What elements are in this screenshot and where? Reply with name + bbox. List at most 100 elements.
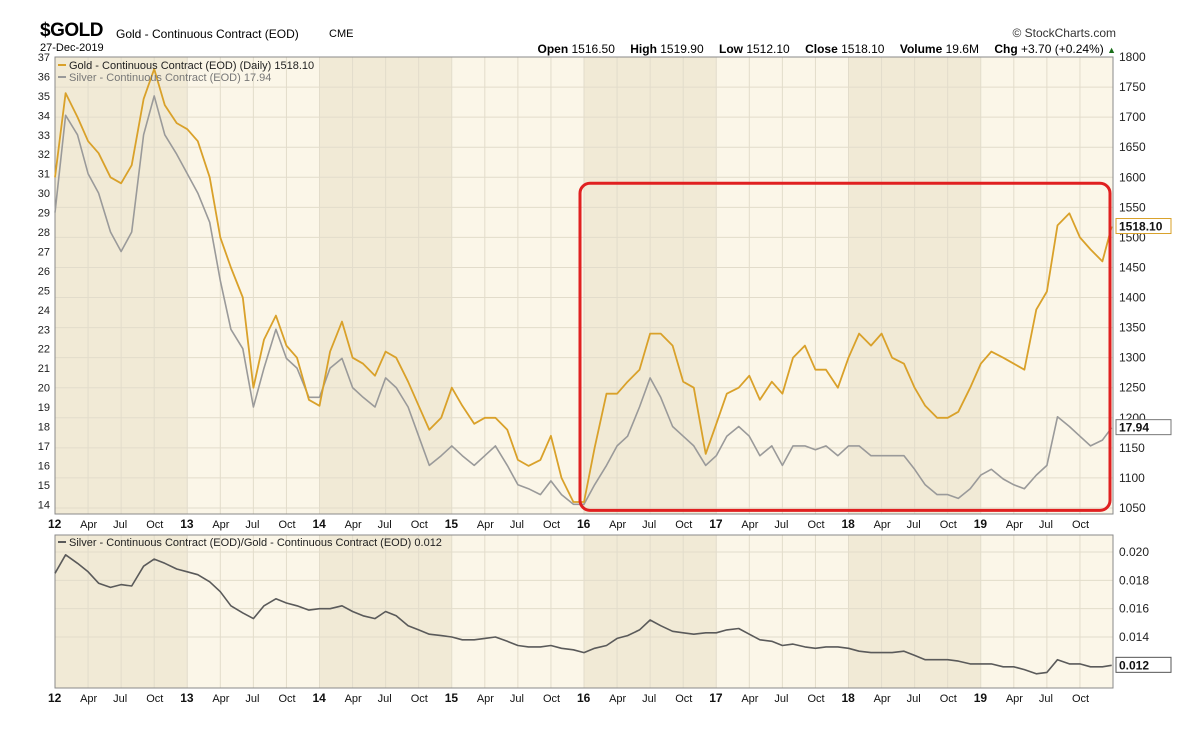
main-x-tick-label: Apr: [874, 519, 891, 531]
ratio-x-tick-label: Jul: [1039, 693, 1053, 705]
ratio-x-tick-label: Apr: [741, 693, 758, 705]
main-x-tick-label: Oct: [146, 519, 163, 531]
ratio-x-tick-label: Oct: [278, 693, 295, 705]
ratio-legend: Silver - Continuous Contract (EOD)/Gold …: [69, 537, 442, 549]
gold-legend: Gold - Continuous Contract (EOD) (Daily)…: [69, 60, 314, 72]
ticker-symbol: $GOLD: [40, 20, 103, 41]
main-x-tick-label: Jul: [378, 519, 392, 531]
ratio-x-tick-label: Oct: [543, 693, 560, 705]
ratio-axis-tick-label: 0.016: [1119, 602, 1149, 616]
main-x-tick-label: Jul: [1039, 519, 1053, 531]
ratio-last-value-tag-frame: [1115, 656, 1172, 673]
right-axis-tick-label: 1050: [1119, 501, 1146, 515]
left-axis-tick-label: 35: [38, 91, 50, 103]
main-x-tick-label: Jul: [510, 519, 524, 531]
main-x-tick-label: Oct: [543, 519, 560, 531]
main-x-tick-label: Apr: [345, 519, 362, 531]
right-axis-tick-label: 1600: [1119, 170, 1146, 184]
ratio-x-tick-label: Oct: [807, 693, 824, 705]
main-x-tick-label: Apr: [212, 519, 229, 531]
main-x-tick-label: 19: [974, 517, 988, 531]
gold-last-value-tag-frame: [1115, 218, 1172, 235]
main-x-tick-label: 17: [709, 517, 723, 531]
ratio-x-tick-label: Jul: [378, 693, 392, 705]
ratio-axis-tick-label: 0.020: [1119, 545, 1149, 559]
ratio-axis-tick-label: 0.018: [1119, 573, 1149, 587]
left-axis-tick-label: 32: [38, 149, 50, 161]
ratio-x-tick-label: Jul: [245, 693, 259, 705]
left-axis-tick-label: 27: [38, 246, 50, 258]
low-value: 1512.10: [746, 42, 790, 56]
ratio-x-tick-label: Jul: [642, 693, 656, 705]
ratio-x-tick-label: Apr: [212, 693, 229, 705]
right-axis-tick-label: 1800: [1119, 50, 1146, 64]
ratio-x-tick-label: 18: [842, 691, 856, 705]
right-axis-tick-label: 1750: [1119, 80, 1146, 94]
ratio-x-tick-label: 19: [974, 691, 988, 705]
ratio-panel-frame: [54, 534, 1114, 689]
change-label: Chg: [994, 42, 1018, 56]
right-axis-tick-label: 1150: [1119, 441, 1145, 455]
main-x-tick-label: Oct: [411, 519, 428, 531]
right-axis-tick-label: 1250: [1119, 381, 1146, 395]
main-x-tick-label: Jul: [642, 519, 656, 531]
ratio-x-tick-label: Apr: [609, 693, 626, 705]
silver-last-value-tag: 17.94: [1119, 421, 1149, 435]
ratio-x-tick-label: Apr: [874, 693, 891, 705]
left-axis-tick-label: 18: [38, 421, 50, 433]
ratio-x-tick-label: Apr: [80, 693, 97, 705]
change-up-arrow-icon: ▲: [1107, 45, 1116, 55]
main-x-tick-label: Oct: [278, 519, 295, 531]
ratio-x-tick-label: Jul: [113, 693, 127, 705]
right-axis-tick-label: 1650: [1119, 140, 1146, 154]
main-x-tick-label: 15: [445, 517, 459, 531]
main-x-tick-label: 18: [842, 517, 856, 531]
left-axis-tick-label: 25: [38, 285, 50, 297]
main-x-tick-label: Jul: [774, 519, 788, 531]
main-x-tick-label: Oct: [1072, 519, 1089, 531]
left-axis-tick-label: 17: [38, 441, 50, 453]
ratio-x-tick-label: 12: [48, 691, 62, 705]
main-x-tick-label: Jul: [907, 519, 921, 531]
ratio-x-tick-label: Jul: [907, 693, 921, 705]
ratio-axis-tick-label: 0.014: [1119, 630, 1149, 644]
left-axis-tick-label: 14: [38, 499, 50, 511]
left-axis-tick-label: 24: [38, 305, 50, 317]
change-value: +3.70 (+0.24%): [1021, 42, 1104, 56]
left-axis-tick-label: 23: [38, 324, 50, 336]
left-axis-tick-label: 19: [38, 402, 50, 414]
left-axis-tick-label: 22: [38, 344, 50, 356]
silver-legend: Silver - Continuous Contract (EOD) 17.94: [69, 72, 271, 84]
volume-value: 19.6M: [945, 42, 979, 56]
close-label: Close: [805, 42, 838, 56]
left-axis-tick-label: 33: [38, 130, 50, 142]
silver-last-value-tag-frame: [1115, 419, 1172, 436]
exchange-label: CME: [329, 28, 354, 40]
volume-label: Volume: [899, 42, 943, 56]
ratio-x-tick-label: 13: [180, 691, 194, 705]
instrument-name: Gold - Continuous Contract (EOD): [116, 27, 299, 41]
gold-last-value-tag: 1518.10: [1119, 220, 1163, 234]
stockcharts-brand[interactable]: © StockCharts.com: [1012, 26, 1116, 40]
right-axis-tick-label: 1450: [1119, 260, 1146, 274]
ratio-x-tick-label: Jul: [510, 693, 524, 705]
highlight-box: [578, 181, 1112, 512]
open-value: 1516.50: [571, 42, 615, 56]
left-axis-tick-label: 15: [38, 480, 50, 492]
ratio-x-tick-label: 16: [577, 691, 591, 705]
close-value: 1518.10: [841, 42, 885, 56]
low-label: Low: [718, 42, 743, 56]
main-x-tick-label: Oct: [940, 519, 957, 531]
left-axis-tick-label: 36: [38, 71, 50, 83]
ratio-x-tick-label: Oct: [675, 693, 692, 705]
left-axis-tick-label: 30: [38, 188, 50, 200]
left-axis-tick-label: 37: [38, 52, 50, 64]
left-axis-tick-label: 21: [38, 363, 50, 375]
left-axis-tick-label: 34: [38, 110, 50, 122]
left-axis-tick-label: 26: [38, 266, 50, 278]
right-axis-tick-label: 1550: [1119, 200, 1146, 214]
right-axis-tick-label: 1100: [1119, 471, 1145, 485]
main-x-tick-label: Oct: [807, 519, 824, 531]
ratio-x-tick-label: 15: [445, 691, 459, 705]
